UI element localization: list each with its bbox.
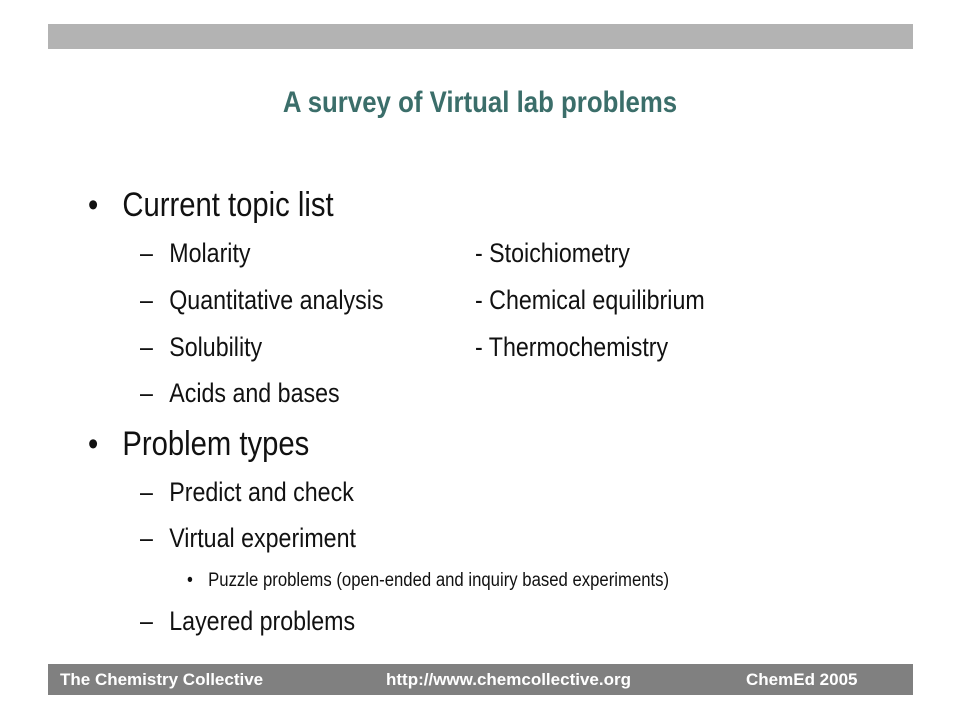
topic-text: Acids and bases xyxy=(169,378,340,408)
footer-organization: The Chemistry Collective xyxy=(60,670,264,689)
slide-title: A survey of Virtual lab problems xyxy=(282,86,678,119)
dash-marker: – xyxy=(140,606,153,636)
topic-text: Solubility xyxy=(169,332,263,362)
sub-item-puzzle-problems: • Puzzle problems (open-ended and inquiry… xyxy=(187,570,669,592)
topic-text: Quantitative analysis xyxy=(169,285,384,315)
topic-item-molarity: – Molarity xyxy=(140,238,251,269)
problem-type-virtual-experiment: – Virtual experiment xyxy=(140,523,356,554)
dash-marker: – xyxy=(140,332,153,362)
bullet-problem-types: • Problem types xyxy=(88,425,309,464)
bullet-marker: • xyxy=(187,570,193,591)
problem-type-text: Layered problems xyxy=(169,606,356,636)
footer-bar: The Chemistry Collective http://www.chem… xyxy=(48,664,913,695)
topic-item-acids-and-bases: – Acids and bases xyxy=(140,378,340,409)
top-decorative-bar xyxy=(48,24,913,49)
problem-type-text: Virtual experiment xyxy=(169,523,356,553)
problem-type-predict-and-check: – Predict and check xyxy=(140,477,354,508)
bullet-text: Current topic list xyxy=(122,186,334,224)
bullet-text: Problem types xyxy=(122,425,310,463)
topic-item-quantitative-analysis: – Quantitative analysis xyxy=(140,285,384,316)
dash-marker: – xyxy=(140,477,153,507)
problem-type-layered-problems: – Layered problems xyxy=(140,606,355,637)
topic-text: Molarity xyxy=(169,238,251,268)
dash-marker: – xyxy=(140,285,153,315)
dash-marker: – xyxy=(140,378,153,408)
problem-type-text: Predict and check xyxy=(169,477,354,507)
topic-item-chemical-equilibrium: - Chemical equilibrium xyxy=(475,285,705,315)
footer-url: http://www.chemcollective.org xyxy=(386,670,631,689)
topic-item-solubility: – Solubility xyxy=(140,332,262,363)
footer-event: ChemEd 2005 xyxy=(746,670,858,689)
topic-item-thermochemistry: - Thermochemistry xyxy=(475,332,669,362)
bullet-current-topic-list: • Current topic list xyxy=(88,186,334,225)
topic-item-stoichiometry: - Stoichiometry xyxy=(475,238,630,268)
dash-marker: – xyxy=(140,238,153,268)
bullet-marker: • xyxy=(88,425,99,463)
dash-marker: – xyxy=(140,523,153,553)
bullet-marker: • xyxy=(88,186,99,224)
sub-item-text: Puzzle problems (open-ended and inquiry … xyxy=(208,570,670,591)
